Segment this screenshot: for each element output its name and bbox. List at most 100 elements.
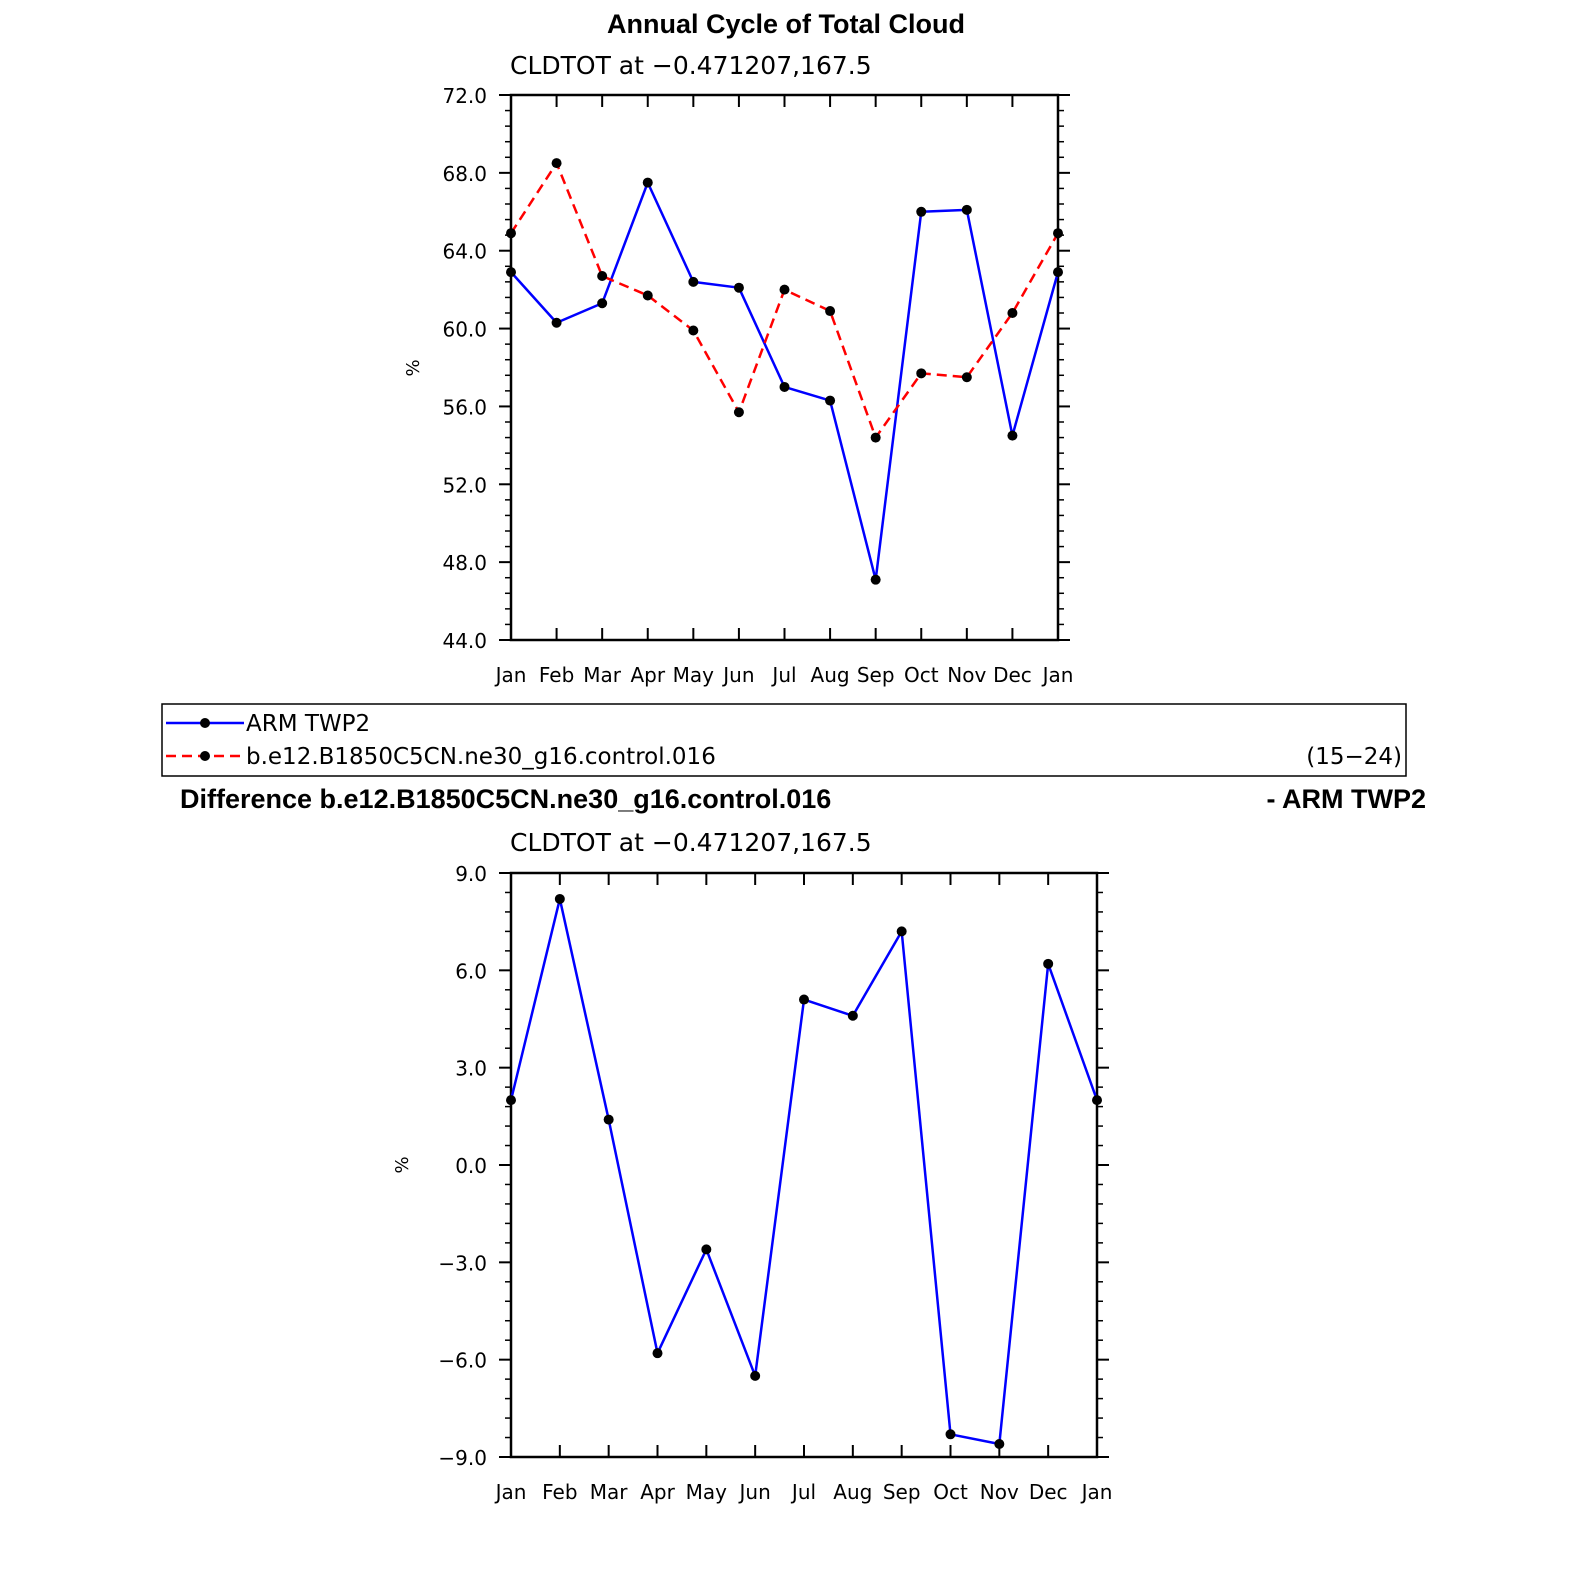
legend-label-model: b.e12.B1850C5CN.ne30_g16.control.016 xyxy=(246,744,716,770)
bottom-chart-subtitle: CLDTOT at −0.471207,167.5 xyxy=(510,828,872,857)
bottom-xtick-label: Aug xyxy=(833,1480,872,1504)
top-series-1-point xyxy=(506,267,516,278)
bottom-plot-frame xyxy=(509,871,1099,1459)
bottom-series-1-point xyxy=(994,1439,1005,1450)
bottom-series-1-point xyxy=(896,926,907,937)
bottom-ytick-label: −9.0 xyxy=(438,1446,487,1470)
top-series-1-point xyxy=(1053,267,1063,278)
bottom-series-1-point xyxy=(1043,958,1054,969)
legend-years: (15−24) xyxy=(1306,744,1402,770)
bottom-xtick-label: Mar xyxy=(590,1480,629,1504)
bottom-xtick-label: Jul xyxy=(790,1480,816,1504)
top-series-1-point xyxy=(733,282,744,293)
bottom-ytick-label: −6.0 xyxy=(438,1349,487,1373)
top-chart: Annual Cycle of Total Cloud CLDTOT at −0… xyxy=(403,9,1073,687)
bottom-xtick-label: Jun xyxy=(738,1480,771,1504)
bottom-series-1-point xyxy=(750,1370,761,1381)
top-series-1-point xyxy=(825,395,836,406)
bottom-xtick-label: Apr xyxy=(640,1480,675,1504)
bottom-series-1-point xyxy=(799,994,809,1005)
top-series-1-point xyxy=(779,381,790,392)
top-ytick-label: 48.0 xyxy=(442,551,487,575)
top-xtick-label: Aug xyxy=(811,663,850,687)
bottom-chart-title-right: - ARM TWP2 xyxy=(1267,784,1426,814)
bottom-series-1-point xyxy=(945,1429,956,1440)
top-series-1-point xyxy=(597,298,608,309)
top-ytick-label: 52.0 xyxy=(442,473,487,497)
top-xtick-label: Jan xyxy=(494,663,527,687)
bottom-axis-ticks: Jan Feb Mar Apr May Jun Jul Aug Sep Oct Nov Dec Jan−… xyxy=(438,862,1112,1504)
top-series-1-point xyxy=(688,276,699,287)
top-plot-frame xyxy=(509,93,1060,642)
top-xtick-label: Mar xyxy=(583,663,622,687)
bottom-series-1-point xyxy=(506,1095,516,1106)
top-chart-title: Annual Cycle of Total Cloud xyxy=(607,9,965,39)
legend-marker-model xyxy=(200,751,210,761)
top-ytick-label: 44.0 xyxy=(442,629,487,653)
top-series-layer xyxy=(506,158,1063,585)
bottom-series-1-point xyxy=(652,1348,663,1359)
top-xtick-label: Jul xyxy=(770,663,796,687)
top-series-line-1 xyxy=(510,181,1060,581)
bottom-series-1-point xyxy=(603,1114,614,1125)
top-series-2-point xyxy=(1007,308,1018,318)
top-series-2-point xyxy=(733,407,744,418)
top-ytick-label: 60.0 xyxy=(442,318,487,342)
bottom-ytick-label: 3.0 xyxy=(455,1057,487,1081)
legend-label-arm-twp2: ARM TWP2 xyxy=(246,711,370,737)
bottom-series-1-point xyxy=(701,1244,712,1255)
bottom-series-1-point xyxy=(1092,1095,1102,1106)
bottom-xtick-label: Feb xyxy=(542,1480,577,1504)
bottom-series-1-point xyxy=(554,893,565,904)
bottom-xtick-label: Nov xyxy=(980,1480,1019,1504)
top-series-1-point xyxy=(916,206,927,217)
bottom-ytick-label: −3.0 xyxy=(438,1251,487,1275)
bottom-chart-title-left: Difference b.e12.B1850C5CN.ne30_g16.cont… xyxy=(180,784,831,814)
top-series-2-point xyxy=(916,368,927,379)
bottom-series-layer xyxy=(506,893,1102,1450)
legend-item-model: b.e12.B1850C5CN.ne30_g16.control.016 xyxy=(166,744,716,770)
legend-box xyxy=(161,703,1407,777)
top-series-1-point xyxy=(642,177,653,188)
top-xtick-label: Dec xyxy=(993,663,1032,687)
bottom-xtick-label: May xyxy=(686,1480,728,1504)
bottom-xtick-label: Jan xyxy=(494,1480,527,1504)
top-series-2-point xyxy=(779,284,790,295)
top-series-line-2 xyxy=(509,161,1060,439)
bottom-ytick-label: 6.0 xyxy=(455,959,487,983)
legend-marker-arm-twp2 xyxy=(200,718,210,728)
top-xtick-label: Nov xyxy=(947,663,986,687)
top-chart-subtitle: CLDTOT at −0.471207,167.5 xyxy=(510,51,872,80)
top-series-1-point xyxy=(551,317,562,328)
top-xtick-label: Jan xyxy=(1041,663,1074,687)
top-xtick-label: Jun xyxy=(721,663,754,687)
top-series-2-point xyxy=(642,290,653,301)
top-ytick-label: 56.0 xyxy=(442,395,487,419)
top-ytick-label: 68.0 xyxy=(442,162,487,186)
top-series-1-point xyxy=(961,204,972,215)
top-series-2-point xyxy=(1053,228,1063,239)
top-xtick-label: May xyxy=(673,663,715,687)
bottom-xtick-label: Jan xyxy=(1080,1480,1113,1504)
bottom-xtick-label: Sep xyxy=(883,1480,921,1504)
top-series-1-point xyxy=(1007,430,1018,441)
top-ytick-label: 72.0 xyxy=(442,84,487,108)
bottom-ytick-label: 9.0 xyxy=(455,862,487,886)
top-series-2-point xyxy=(870,432,881,443)
top-series-2-point xyxy=(825,306,836,317)
bottom-ytick-label: 0.0 xyxy=(455,1154,487,1178)
top-axis-ticks: Jan Feb Mar Apr May Jun Jul Aug Sep Oct Nov Dec Jan 4… xyxy=(442,84,1073,687)
legend: ARM TWP2 b.e12.B1850C5CN.ne30_g16.contro… xyxy=(161,703,1407,777)
bottom-series-1-point xyxy=(847,1010,858,1021)
bottom-chart-ylabel: % xyxy=(392,1156,413,1173)
top-series-2-point xyxy=(597,271,608,282)
top-series-2-point xyxy=(688,325,699,336)
top-series-2-point xyxy=(961,372,972,383)
top-series-2-point xyxy=(506,228,516,239)
legend-item-arm-twp2: ARM TWP2 xyxy=(166,711,370,737)
top-ytick-label: 64.0 xyxy=(442,240,487,264)
top-xtick-label: Sep xyxy=(857,663,895,687)
top-series-1-point xyxy=(870,574,881,585)
bottom-xtick-label: Oct xyxy=(933,1480,968,1504)
